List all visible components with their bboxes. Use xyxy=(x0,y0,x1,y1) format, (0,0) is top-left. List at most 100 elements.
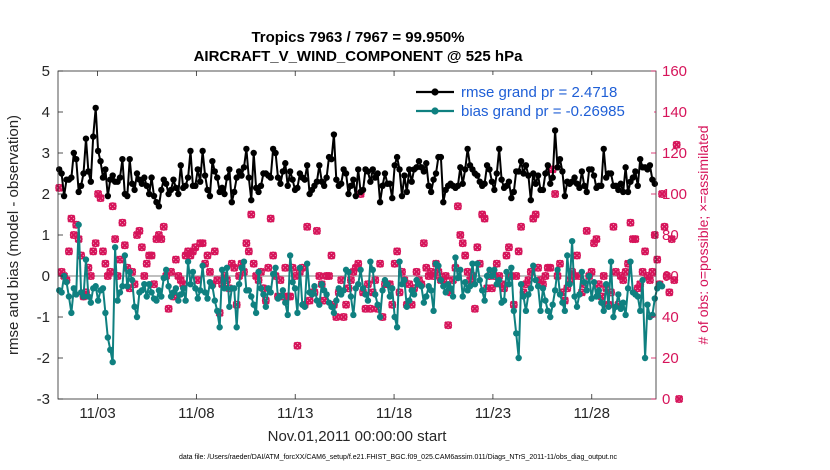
bias-point xyxy=(486,266,493,274)
rmse-point xyxy=(342,170,350,177)
obs-assimilated-marker xyxy=(94,190,103,198)
bias-point xyxy=(214,307,221,315)
rmse-point xyxy=(124,192,131,200)
bias-point xyxy=(568,237,576,245)
rmse-point xyxy=(423,160,430,167)
bias-point xyxy=(532,276,539,284)
obs-possible-marker xyxy=(140,271,149,280)
obs-assimilated-marker xyxy=(186,251,195,260)
obs-assimilated-marker xyxy=(249,259,258,268)
rmse-point xyxy=(104,192,112,200)
bias-point xyxy=(60,272,68,280)
obs-assimilated-marker xyxy=(67,214,76,223)
obs-assimilated-marker xyxy=(174,272,183,280)
rmse-point xyxy=(381,170,389,177)
obs-possible-marker xyxy=(611,267,620,276)
rmse-point xyxy=(542,170,549,177)
obs-assimilated-marker xyxy=(441,272,450,280)
obs-possible-marker xyxy=(631,235,640,244)
bias-point xyxy=(87,299,95,306)
rmse-point xyxy=(359,186,367,194)
rmse-point xyxy=(488,178,496,185)
obs-assimilated-marker xyxy=(660,222,669,231)
bias-point xyxy=(355,281,362,288)
obs-possible-marker xyxy=(665,288,674,297)
bias-point xyxy=(153,297,160,304)
rmse-point xyxy=(510,188,517,196)
obs-possible-marker xyxy=(395,288,404,297)
rmse-point xyxy=(133,170,141,177)
bias-point xyxy=(615,291,622,298)
rmse-point xyxy=(583,188,590,196)
bias-point xyxy=(94,297,102,304)
bias-point xyxy=(145,281,153,288)
bias-point xyxy=(576,291,583,298)
bias-point xyxy=(85,293,92,300)
obs-assimilated-marker xyxy=(96,194,105,203)
obs-possible-marker xyxy=(101,259,110,268)
bias-point xyxy=(539,285,547,292)
obs-assimilated-marker xyxy=(546,263,555,272)
footnote-data-file: data file: /Users/raeder/DAI/ATM_forcXX/… xyxy=(179,454,618,461)
bias-point xyxy=(233,324,240,331)
rmse-point xyxy=(629,174,637,181)
bias-point xyxy=(583,287,590,294)
obs-possible-marker xyxy=(531,210,540,219)
y-axis-ticks: -3 -2 -1 0 1 2 3 4 5 xyxy=(37,63,63,408)
obs-assimilated-marker xyxy=(337,276,346,285)
rmse-point xyxy=(223,174,231,181)
bias-point xyxy=(209,283,216,290)
bias-point xyxy=(447,285,454,292)
obs-possible-marker xyxy=(638,267,647,276)
bias-point xyxy=(367,258,374,265)
rmse-point xyxy=(80,170,87,177)
x-tick-label: 11/28 xyxy=(574,405,610,422)
bias-point xyxy=(109,358,116,366)
y-tick-label: 1 xyxy=(42,227,50,244)
bias-point xyxy=(627,258,634,265)
rmse-point xyxy=(109,172,116,179)
obs-assimilated-marker xyxy=(592,235,601,244)
bias-point xyxy=(551,287,559,294)
rmse-point xyxy=(97,158,104,165)
bias-point xyxy=(617,305,624,312)
bias-point xyxy=(588,295,595,302)
bias-point xyxy=(187,281,194,288)
obs-assimilated-marker xyxy=(478,210,487,219)
obs-possible-marker xyxy=(473,243,482,252)
bias-point xyxy=(114,297,121,304)
obs-assimilated-marker xyxy=(116,255,124,264)
bias-point xyxy=(505,281,513,288)
bias-point xyxy=(474,260,481,267)
rmse-point xyxy=(556,155,564,163)
rmse-point xyxy=(199,147,206,155)
bias-point xyxy=(556,291,564,298)
bias-point xyxy=(469,260,476,267)
obs-assimilated-marker xyxy=(159,222,168,231)
bias-point xyxy=(102,309,109,317)
rmse-point xyxy=(289,176,296,183)
bias-point xyxy=(454,274,462,282)
rmse-point xyxy=(376,199,384,206)
obs-possible-marker xyxy=(662,271,671,280)
bias-point xyxy=(581,278,588,286)
obs-assimilated-marker xyxy=(521,280,530,289)
bias-point xyxy=(347,293,355,300)
obs-assimilated-marker xyxy=(633,284,642,293)
obs-possible-marker xyxy=(312,226,321,235)
bias-point xyxy=(277,293,284,300)
bias-point xyxy=(124,283,131,290)
obs-assimilated-marker xyxy=(366,304,375,313)
y-tick-label: 3 xyxy=(42,145,50,162)
rmse-point xyxy=(527,196,535,204)
obs-assimilated-marker xyxy=(325,272,334,280)
legend-bias-label: bias grand pr = -0.26985 xyxy=(461,103,625,120)
rmse-point xyxy=(333,176,340,183)
obs-assimilated-marker xyxy=(492,259,501,268)
x-tick-label: 11/03 xyxy=(79,405,115,422)
obs-possible-marker xyxy=(429,271,438,280)
bias-point xyxy=(252,309,260,317)
rmse-point xyxy=(576,184,583,192)
rmse-point xyxy=(415,158,423,165)
rmse-point xyxy=(303,162,311,169)
